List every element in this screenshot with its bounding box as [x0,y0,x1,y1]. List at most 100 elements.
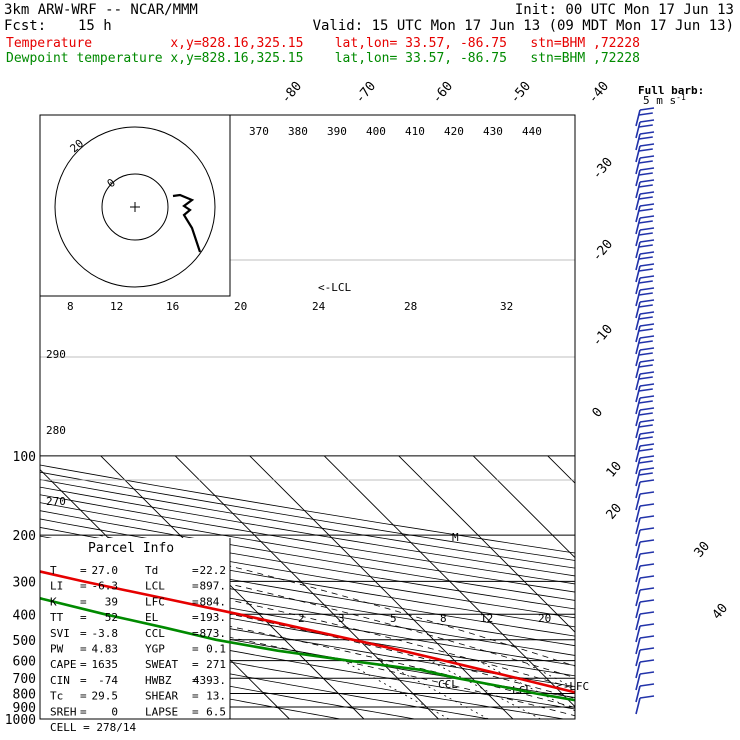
wind-barb [635,335,655,355]
barb-flag [639,179,655,183]
wind-barb [635,455,655,475]
barb-staff [635,301,641,319]
isotherm-line [398,455,575,633]
parcel-cell: EL [145,611,159,624]
parcel-cell: = [192,643,199,656]
barb-flag [639,683,655,687]
parcel-cell: = [80,690,87,703]
barb-staff [635,589,641,607]
isotherm-label-top: -40 [586,79,613,107]
moist-adiabat-line [40,542,575,679]
barb-flag [639,443,655,447]
barb-staff [635,541,641,559]
barb-flag [638,136,653,140]
wind-barb [635,551,655,571]
wind-barb [635,179,655,199]
barb-flag [638,256,653,260]
wind-barb [635,443,655,463]
wind-barb [635,131,655,151]
barb-flag [639,431,655,435]
parcel-cell: 0 [111,705,118,718]
wind-barb [635,527,655,547]
barb-staff [635,493,641,511]
isotherm-label-top: -50 [508,79,535,107]
parcel-cell: 4393. [193,674,226,687]
dry-adiabat-line [40,593,575,687]
barb-staff [635,613,641,631]
wind-barb [635,371,655,391]
barb-flag [639,383,655,387]
barb-flag [639,155,655,159]
parcel-cell: 0.1 [206,643,226,656]
parcel-cell: CIN [50,674,70,687]
barb-staff [635,169,641,187]
theta-label-left: 290 [46,348,66,361]
parcel-cell: = [192,564,199,577]
barb-staff [635,445,641,463]
parcel-cell: 884. [200,595,227,608]
theta-label: 370 [249,125,269,138]
barb-staff [635,397,641,415]
barb-legend-units: 5 m s-1 [643,93,686,107]
pressure-label: 300 [13,575,36,590]
barb-flag [639,419,655,423]
dewpoint-legend: Dewpoint temperature x,y=828.16,325.15 l… [6,51,640,66]
dry-adiabat-line [40,662,343,719]
wind-barb [635,323,655,343]
barb-flag [638,220,653,224]
wind-barb [635,251,655,271]
wind-barb [635,599,655,619]
barb-flag [638,376,653,380]
barb-flag [639,287,655,291]
dry-adiabat-line [40,494,575,585]
parcel-cell: 873. [200,627,227,640]
pressure-label: 1000 [5,713,36,728]
barb-flag [639,215,655,219]
barb-flag [639,167,655,171]
barb-flag [638,400,653,404]
barb-staff [635,409,641,427]
wind-barb [635,191,655,211]
parcel-cell: = [80,627,87,640]
parcel-cell: 22.2 [200,564,227,577]
pressure-label: 900 [13,701,36,716]
mixing-ratio-label: 5 [390,612,397,625]
barb-flag [639,143,655,147]
barb-flag [638,124,653,128]
dry-adiabat-line [40,527,575,619]
barb-staff [635,457,641,475]
barb-flag [639,647,655,651]
barb-staff [635,625,641,643]
forecast-label: Fcst: [4,18,47,34]
lcl-annotation-upper: <-LCL [318,281,351,294]
parcel-cell: 52 [105,611,118,624]
wind-barb [635,347,655,367]
theta-label: 420 [444,125,464,138]
wind-barb [635,239,655,259]
barb-staff [635,601,641,619]
barb-flag [638,292,653,296]
isotherm-label-right: 10 [604,459,626,481]
barb-units-exponent: -1 [676,93,686,102]
wind-barb [635,311,655,331]
barb-staff [635,685,641,703]
wind-barb [635,503,655,523]
parcel-cell: = [192,690,199,703]
barb-flag [638,184,653,188]
barb-flag [638,172,653,176]
wind-barb [635,275,655,295]
parcel-cell: 13. [206,690,226,703]
barb-staff [635,469,641,487]
parcel-cell: = [192,595,199,608]
barb-flag [638,196,653,200]
parcel-cell: LI [50,580,63,593]
pressure-label: 200 [13,529,36,544]
barb-staff [635,325,641,343]
barb-flag [639,551,655,555]
barb-staff [635,157,641,175]
temperature-trace [40,570,575,694]
isotherm-label-top: -70 [353,79,380,107]
barb-staff [635,265,641,283]
hodograph-scale-label: 32 [500,300,513,313]
parcel-cell: = [192,705,199,718]
